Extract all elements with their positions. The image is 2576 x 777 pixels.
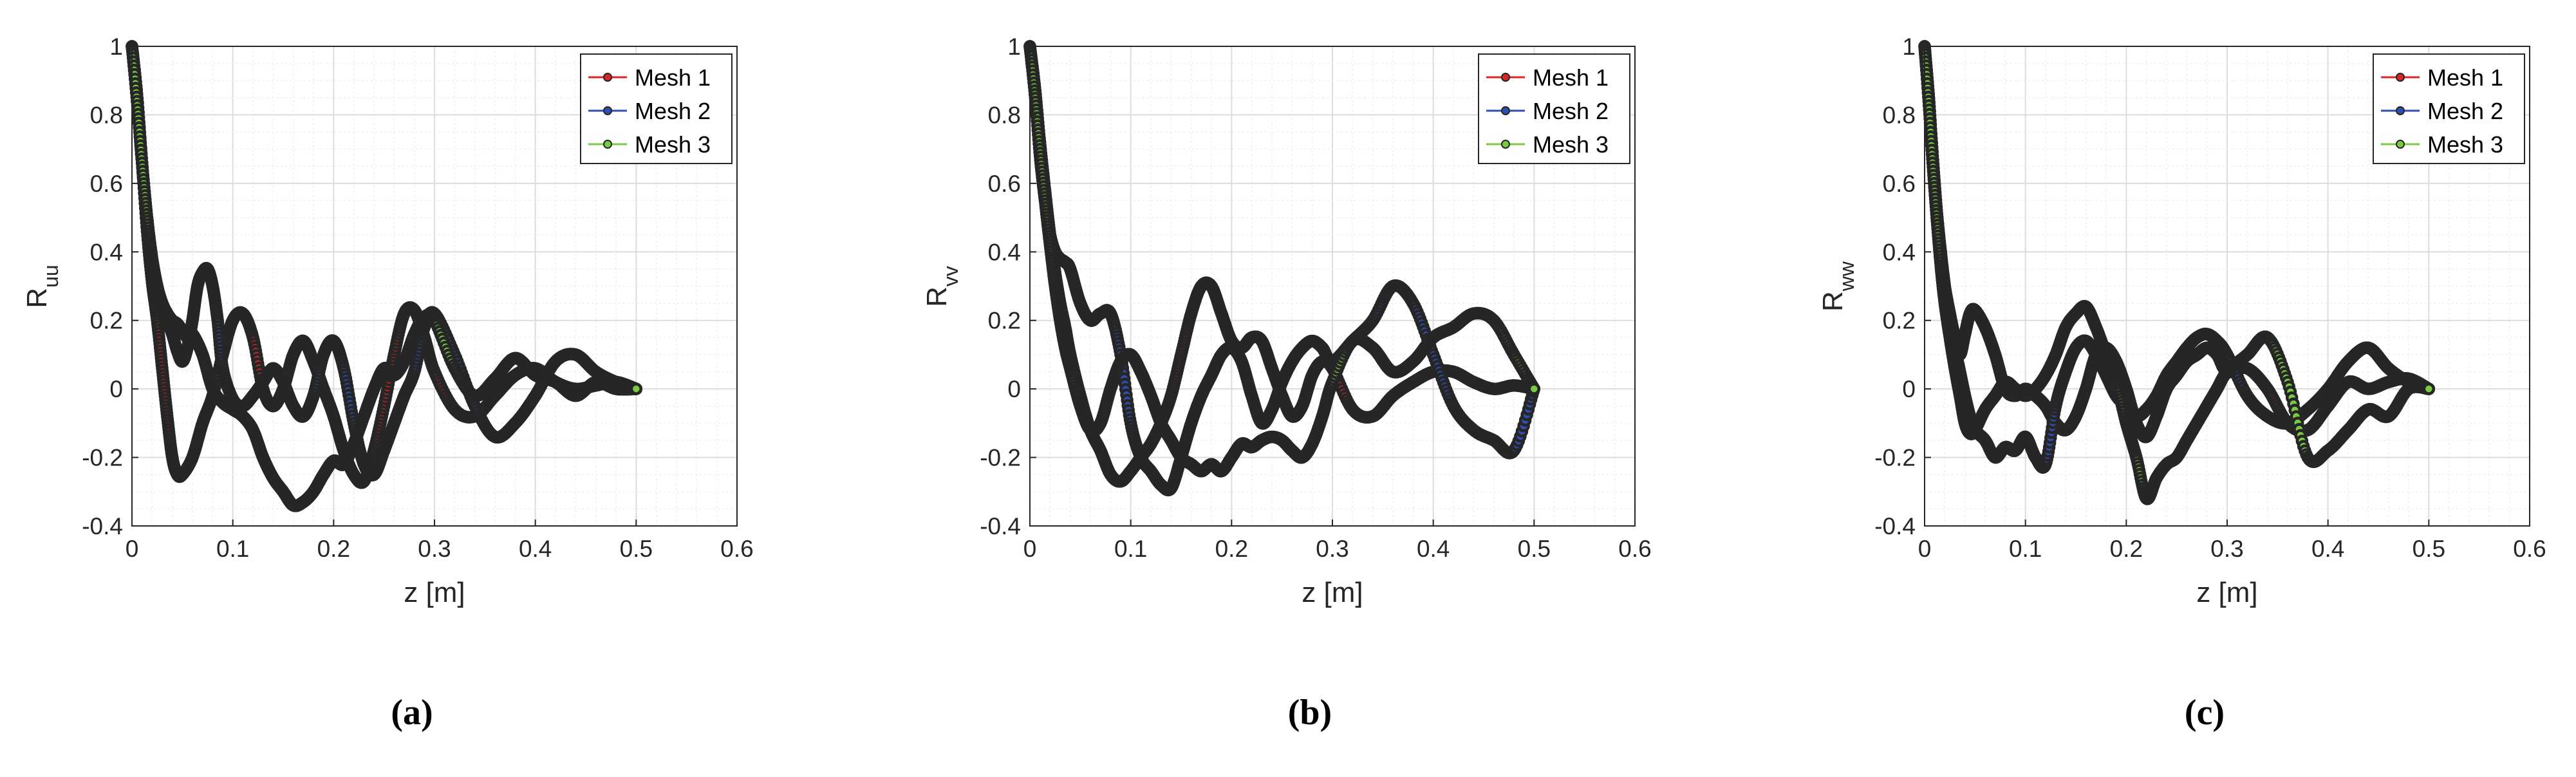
y-tick-label: -0.4	[82, 513, 123, 539]
x-tick-label: 0.6	[1618, 536, 1651, 562]
x-tick-label: 0	[1023, 536, 1037, 562]
x-tick-label: 0.3	[1316, 536, 1349, 562]
y-tick-label: -0.2	[82, 445, 123, 471]
x-tick-label: 0.5	[620, 536, 653, 562]
legend-swatch-marker	[603, 140, 612, 149]
x-axis-label: z [m]	[404, 577, 465, 608]
y-tick-label: 0.4	[90, 239, 123, 265]
series-layer	[126, 40, 643, 512]
data-point	[630, 382, 643, 395]
grid	[131, 46, 738, 527]
legend-swatch-marker	[1501, 73, 1510, 82]
legend-label: Mesh 3	[635, 131, 711, 158]
legend-label: Mesh 1	[635, 64, 711, 91]
y-tick-label: 0.2	[988, 308, 1021, 334]
legend-swatch-marker	[1501, 140, 1510, 149]
x-tick-label: 0.5	[1518, 536, 1551, 562]
y-tick-label: 0.6	[988, 171, 1021, 197]
x-tick-label: 0.1	[1114, 536, 1147, 562]
legend-label: Mesh 2	[635, 98, 711, 124]
y-tick-label: -0.2	[980, 445, 1021, 471]
legend-swatch-marker	[603, 106, 612, 115]
x-tick-label: 0.6	[720, 536, 753, 562]
x-tick-label: 0.4	[519, 536, 552, 562]
y-tick-label: 1	[109, 33, 123, 60]
panel-a: 0 0.1 0.2 0.3 0.4 0.5 0.6 1 0.8 0.6 0.4 0.2 0 -0.2 -0.…	[21, 33, 754, 733]
x-tick-label: 0.3	[418, 536, 451, 562]
legend-swatch-marker	[1501, 106, 1510, 115]
legend-label: Mesh 3	[1533, 131, 1609, 158]
y-tick-label: 0.6	[90, 171, 123, 197]
y-tick-label: 0	[1007, 376, 1021, 402]
x-axis-label: z [m]	[1302, 577, 1363, 608]
y-tick-label: 0.4	[988, 239, 1021, 265]
y-tick-label: -0.4	[980, 513, 1021, 539]
legend-label: Mesh 1	[1533, 64, 1609, 91]
legend: Mesh 1 Mesh 2 Mesh 3	[1478, 53, 1630, 164]
data-point	[1527, 382, 1541, 395]
y-tick-label: 0.8	[90, 102, 123, 128]
legend-label: Mesh 2	[1533, 98, 1609, 124]
x-tick-label: 0.2	[1215, 536, 1248, 562]
y-tick-label: 0	[109, 376, 123, 402]
x-tick-label: 0.4	[1417, 536, 1450, 562]
legend: Mesh 1 Mesh 2 Mesh 3	[580, 53, 733, 164]
x-tick-label: 0.1	[216, 536, 249, 562]
panel-caption: (a)	[391, 693, 433, 733]
x-tick-label: 0.2	[317, 536, 350, 562]
y-tick-label: 0.8	[988, 102, 1021, 128]
y-tick-label: 1	[1007, 33, 1021, 60]
panel-caption: (b)	[1288, 693, 1332, 733]
legend-swatch-marker	[603, 73, 612, 82]
y-tick-label: 0.2	[90, 308, 123, 334]
series-mesh-2	[126, 40, 643, 482]
x-tick-label: 0	[126, 536, 139, 562]
